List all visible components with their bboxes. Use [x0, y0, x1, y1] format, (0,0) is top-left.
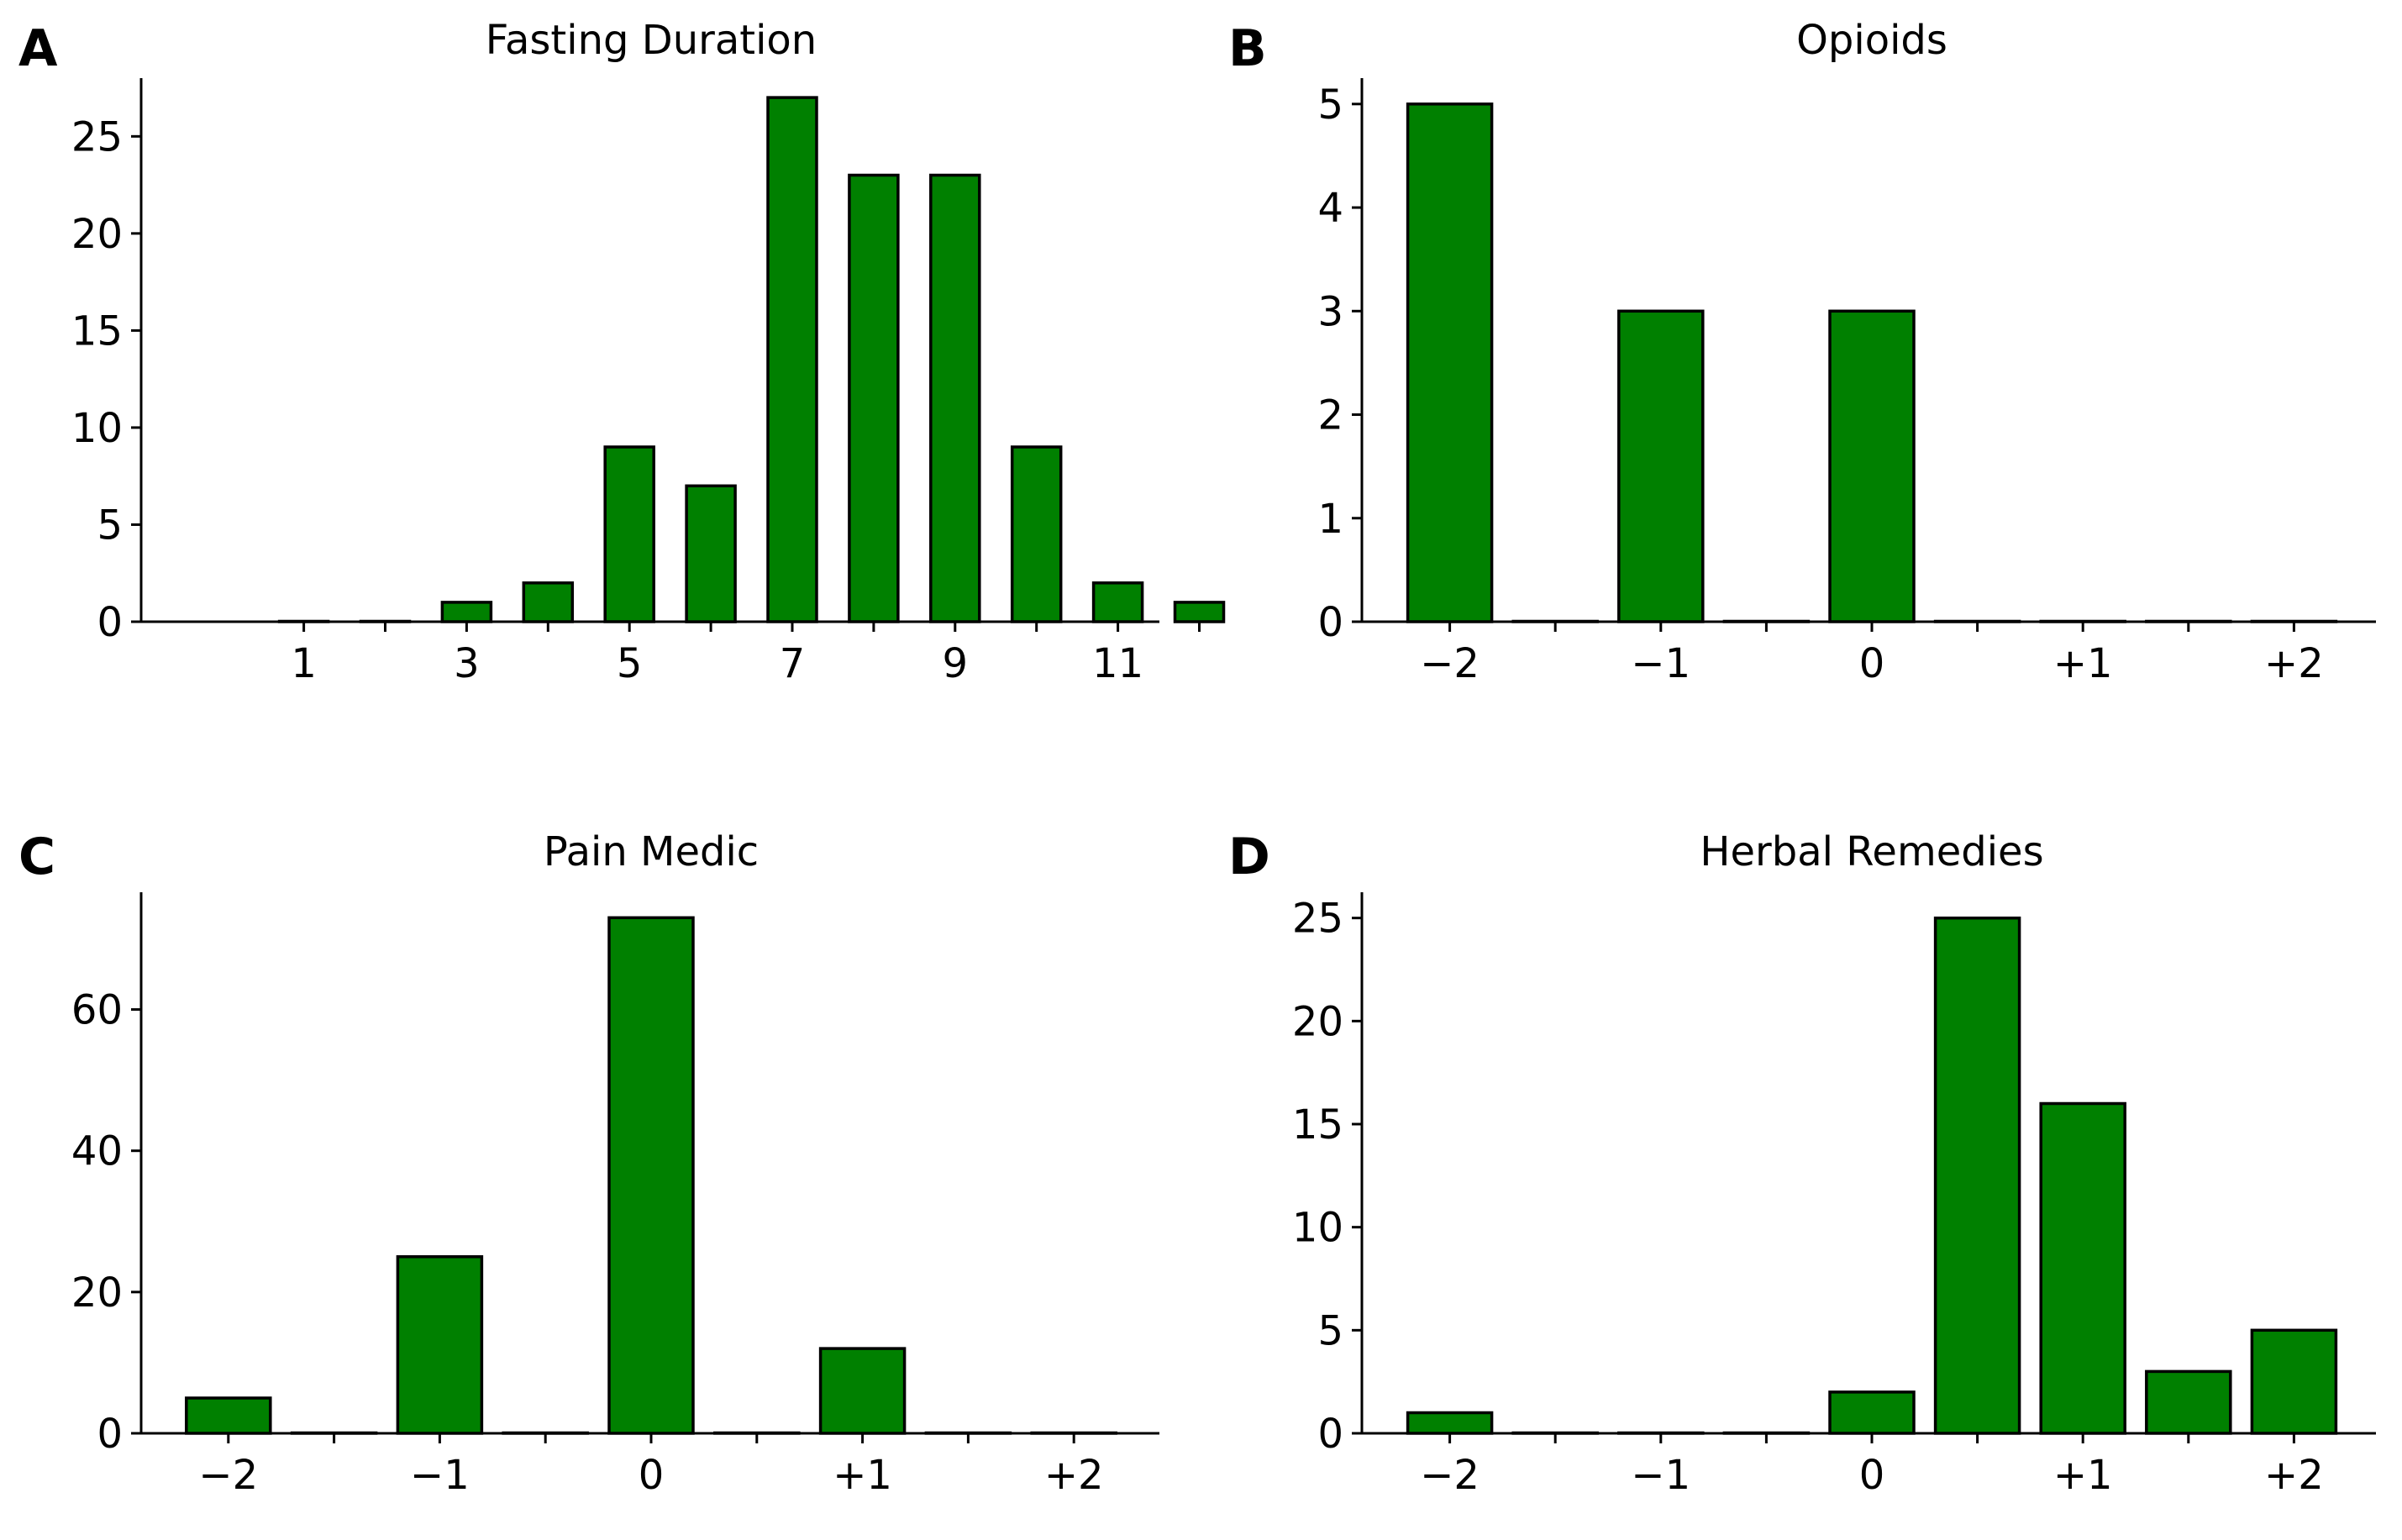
- y-tick-label: 0: [1317, 1411, 1343, 1458]
- x-tick-label: +2: [2264, 1452, 2324, 1499]
- x-tick-label: 0: [1859, 640, 1885, 687]
- y-tick-label: 5: [1317, 81, 1343, 129]
- x-tick-label: −2: [1420, 640, 1480, 687]
- panel-title: Opioids: [1796, 17, 1947, 64]
- bars: [277, 96, 1226, 623]
- panel-d: D Herbal Remedies 0 5 10 15 20 25 −2 −1 0 +1 +2: [1228, 828, 2376, 1499]
- panel-letter: A: [18, 19, 58, 78]
- bar: [2250, 1328, 2338, 1435]
- x-tick-label: −1: [1631, 640, 1690, 687]
- x-tick-label: −1: [410, 1452, 470, 1499]
- bar: [440, 601, 493, 623]
- bar: [1010, 445, 1063, 623]
- bar: [766, 96, 818, 623]
- y-tick-label: 2: [1317, 392, 1343, 439]
- y-tick-label: 5: [97, 502, 123, 549]
- bar: [1406, 1411, 1494, 1435]
- y-tick-label: 20: [71, 211, 123, 258]
- x-tick-label: 0: [639, 1452, 665, 1499]
- panel-title: Pain Medic: [544, 828, 759, 875]
- panel-title: Fasting Duration: [486, 17, 817, 64]
- bar: [818, 1347, 907, 1435]
- axes: 0 20 40 60 −2 −1 0 +1 +2: [71, 892, 1159, 1499]
- y-tick-label: 0: [97, 599, 123, 646]
- panel-letter: D: [1228, 828, 1270, 886]
- bars: [1406, 102, 2338, 623]
- axes: 0 1 2 3 4 5 −2 −1 0 +1 +2: [1317, 78, 2376, 687]
- bar: [1091, 581, 1144, 623]
- bar: [603, 445, 655, 623]
- panel-letter: B: [1228, 19, 1267, 78]
- y-tick-label: 1: [1317, 496, 1343, 543]
- bars: [1406, 916, 2338, 1435]
- x-tick-label: +2: [2264, 640, 2324, 687]
- y-tick-label: 25: [1292, 896, 1343, 943]
- bar: [1617, 309, 1705, 623]
- bar: [396, 1255, 484, 1435]
- y-tick-label: 25: [71, 113, 123, 160]
- y-tick-label: 15: [71, 307, 123, 355]
- y-tick-label: 5: [1317, 1307, 1343, 1354]
- y-tick-label: 10: [71, 405, 123, 452]
- bar: [685, 484, 737, 623]
- x-tick-label: +1: [833, 1452, 892, 1499]
- bar: [2039, 1101, 2126, 1435]
- y-tick-label: 4: [1317, 185, 1343, 232]
- bar: [1933, 916, 2021, 1435]
- panel-title: Herbal Remedies: [1700, 828, 2043, 875]
- x-tick-label: 5: [617, 640, 643, 687]
- panel-a: A Fasting Duration 0 5 10 15 20 25 1 3 5 7 9 11: [18, 17, 1226, 687]
- x-tick-label: 9: [943, 640, 969, 687]
- axes: 0 5 10 15 20 25 1 3 5 7 9 11: [71, 78, 1201, 687]
- x-tick-label: 0: [1859, 1452, 1885, 1499]
- x-tick-label: +1: [2053, 1452, 2113, 1499]
- x-tick-label: +2: [1044, 1452, 1104, 1499]
- bar: [2145, 1369, 2232, 1435]
- bar: [929, 173, 981, 623]
- y-tick-label: 20: [71, 1269, 123, 1317]
- x-tick-label: −1: [1631, 1452, 1690, 1499]
- bar: [185, 1396, 272, 1435]
- bar: [607, 916, 695, 1435]
- panel-b: B Opioids 0 1 2 3 4 5 −2 −1 0 +1 +2: [1228, 17, 2376, 687]
- y-tick-label: 60: [71, 987, 123, 1034]
- x-tick-label: +1: [2053, 640, 2113, 687]
- y-tick-label: 20: [1292, 998, 1343, 1045]
- y-tick-label: 0: [97, 1411, 123, 1458]
- x-tick-label: 11: [1092, 640, 1143, 687]
- x-tick-label: 1: [291, 640, 317, 687]
- bar: [1828, 1390, 1916, 1435]
- bars: [185, 916, 1117, 1435]
- bar: [1173, 601, 1226, 623]
- panel-letter: C: [18, 828, 55, 886]
- panel-c: C Pain Medic 0 20 40 60 −2 −1 0 +1 +2: [18, 828, 1159, 1499]
- x-tick-label: −2: [1420, 1452, 1480, 1499]
- y-tick-label: 10: [1292, 1205, 1343, 1252]
- bar: [1406, 102, 1494, 623]
- y-tick-label: 15: [1292, 1101, 1343, 1148]
- axes: 0 5 10 15 20 25 −2 −1 0 +1 +2: [1292, 892, 2376, 1499]
- x-tick-label: 7: [780, 640, 806, 687]
- x-tick-label: −2: [198, 1452, 258, 1499]
- y-tick-label: 3: [1317, 288, 1343, 335]
- bar: [1828, 309, 1916, 623]
- x-tick-label: 3: [454, 640, 480, 687]
- y-tick-label: 40: [71, 1128, 123, 1175]
- bar: [848, 173, 900, 623]
- y-tick-label: 0: [1317, 599, 1343, 646]
- bar: [522, 581, 575, 623]
